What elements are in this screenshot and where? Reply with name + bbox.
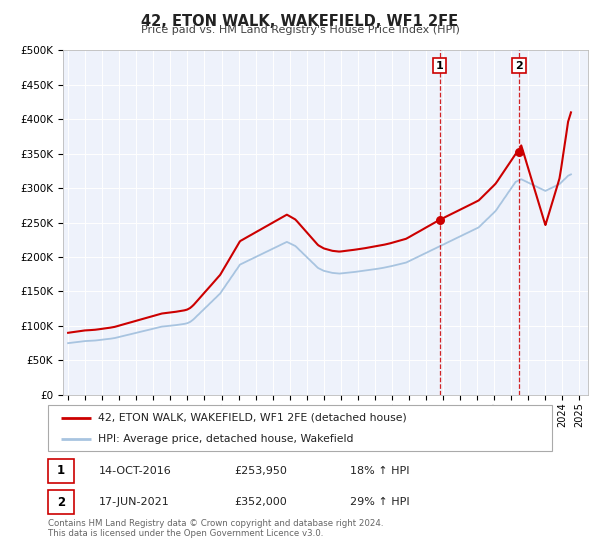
Text: 42, ETON WALK, WAKEFIELD, WF1 2FE: 42, ETON WALK, WAKEFIELD, WF1 2FE [142, 14, 458, 29]
Text: £352,000: £352,000 [235, 497, 287, 507]
Point [435, 216, 445, 225]
Text: Price paid vs. HM Land Registry's House Price Index (HPI): Price paid vs. HM Land Registry's House … [140, 25, 460, 35]
Bar [48, 490, 74, 515]
Text: 1: 1 [436, 60, 443, 71]
Bar [48, 459, 74, 483]
Point [514, 148, 524, 157]
Text: Contains HM Land Registry data © Crown copyright and database right 2024.
This d: Contains HM Land Registry data © Crown c… [48, 519, 383, 538]
Text: 29% ↑ HPI: 29% ↑ HPI [350, 497, 410, 507]
Text: 2: 2 [515, 60, 523, 71]
Text: 1: 1 [57, 464, 65, 478]
Text: 2: 2 [57, 496, 65, 509]
Text: 18% ↑ HPI: 18% ↑ HPI [350, 466, 410, 476]
Text: £253,950: £253,950 [235, 466, 287, 476]
Text: HPI: Average price, detached house, Wakefield: HPI: Average price, detached house, Wake… [98, 435, 354, 444]
Text: 17-JUN-2021: 17-JUN-2021 [98, 497, 169, 507]
Text: 42, ETON WALK, WAKEFIELD, WF1 2FE (detached house): 42, ETON WALK, WAKEFIELD, WF1 2FE (detac… [98, 413, 407, 423]
Text: 14-OCT-2016: 14-OCT-2016 [98, 466, 171, 476]
